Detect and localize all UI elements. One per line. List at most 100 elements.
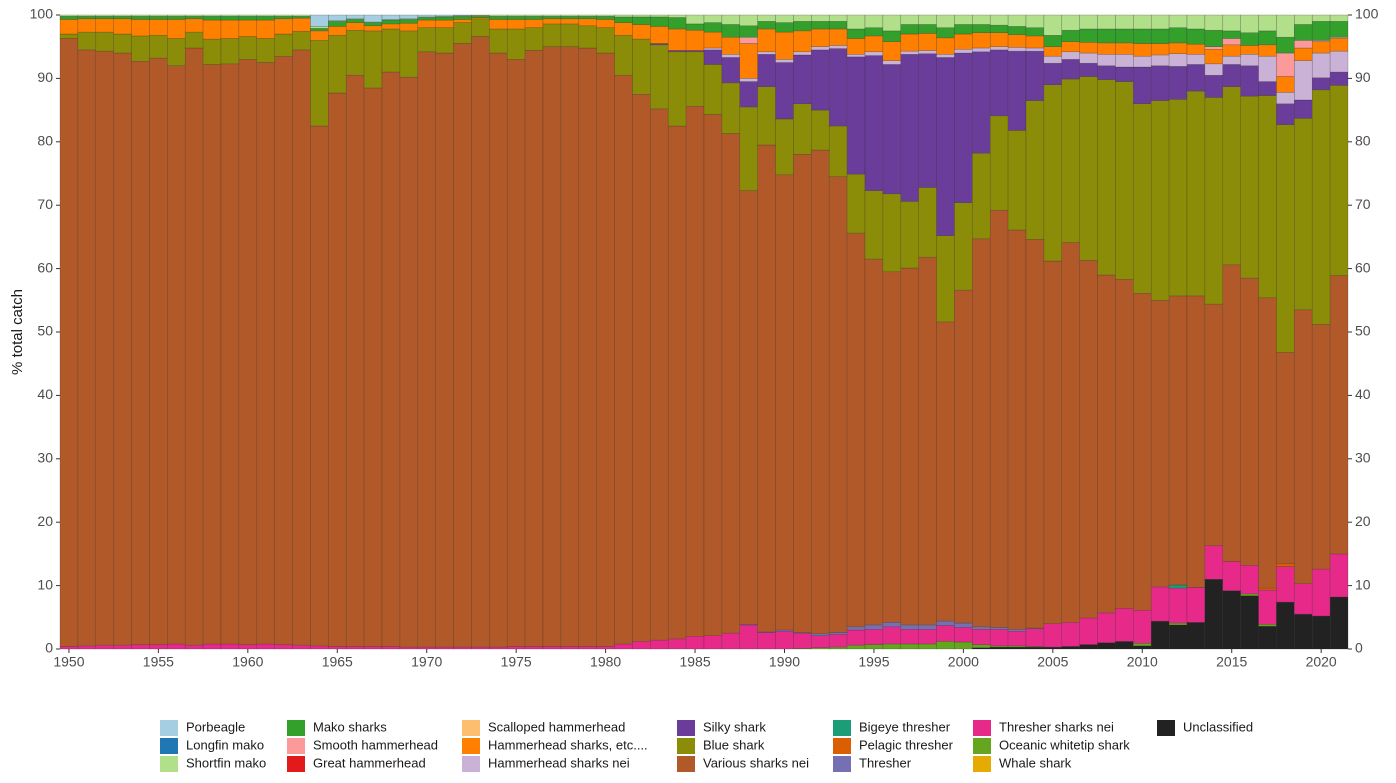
- bar-segment: [1294, 309, 1313, 584]
- bar-segment: [489, 14, 508, 17]
- bar-segment: [882, 622, 902, 628]
- bar-segment: [1061, 29, 1080, 42]
- bar-segment: [1276, 52, 1295, 77]
- bar-segment: [775, 62, 794, 120]
- bar-segment: [936, 54, 955, 58]
- bar-segment: [1186, 54, 1206, 65]
- bar-segment: [113, 33, 132, 54]
- bar-segment: [811, 633, 830, 636]
- bar-segment: [1007, 34, 1027, 48]
- bar-segment: [310, 40, 329, 127]
- bar-segment: [489, 16, 508, 20]
- bar-segment: [95, 14, 114, 17]
- bar-segment: [954, 289, 973, 624]
- bar-segment: [614, 74, 633, 645]
- bar-segment: [1150, 300, 1170, 588]
- bar-segment: [1186, 43, 1206, 55]
- bar-segment: [184, 644, 204, 650]
- bar-segment: [1222, 561, 1241, 591]
- bar-segment: [900, 54, 919, 202]
- bar-segment: [560, 18, 580, 25]
- bar-segment: [757, 86, 776, 146]
- bar-segment: [864, 51, 884, 56]
- bar-segment: [1168, 622, 1188, 626]
- bar-segment: [1222, 44, 1241, 57]
- bar-segment: [650, 16, 669, 27]
- bar-segment: [435, 16, 454, 21]
- bar-segment: [1258, 55, 1277, 82]
- bar-segment: [900, 33, 919, 52]
- bar-segment: [1079, 260, 1098, 619]
- bar-segment: [757, 632, 776, 650]
- bar-segment: [739, 43, 758, 79]
- bar-segment: [1329, 21, 1349, 38]
- bar-segment: [882, 643, 902, 650]
- bar-segment: [328, 35, 347, 94]
- bar-segment: [453, 22, 472, 44]
- x-tick-label: 1965: [322, 654, 353, 670]
- bar-segment: [1097, 14, 1116, 30]
- bar-segment: [703, 47, 723, 51]
- bar-segment: [1276, 566, 1295, 603]
- bar-segment: [1258, 30, 1277, 46]
- bar-segment: [918, 643, 937, 650]
- bar-segment: [1007, 47, 1027, 52]
- x-tick-label: 2015: [1216, 654, 1247, 670]
- bar-segment: [1222, 590, 1241, 650]
- bar-segment: [1061, 622, 1080, 647]
- bar-segment: [846, 644, 866, 650]
- bar-segment: [882, 60, 902, 65]
- bar-segment: [95, 50, 114, 646]
- bar-segment: [1311, 52, 1331, 79]
- bar-segment: [1133, 66, 1152, 105]
- bar-segment: [220, 14, 240, 17]
- bar-segment: [1025, 628, 1045, 647]
- bar-segment: [793, 14, 812, 22]
- bar-segment: [59, 19, 79, 35]
- bar-segment: [238, 36, 258, 60]
- bar-segment: [793, 30, 812, 53]
- x-tick-label: 1960: [232, 654, 263, 670]
- bar-segment: [1097, 79, 1116, 276]
- bar-segment: [1276, 103, 1295, 125]
- bar-segment: [1079, 28, 1098, 43]
- bar-segment: [345, 646, 365, 650]
- bar-segment: [1025, 239, 1045, 629]
- y-tick-label: 30: [37, 450, 53, 466]
- bar-segment: [811, 109, 830, 151]
- bar-segment: [1258, 625, 1277, 650]
- bar-segment: [1007, 26, 1027, 35]
- y2-tick-label: 10: [1355, 576, 1371, 592]
- bar-segment: [954, 622, 973, 628]
- bar-segment: [453, 16, 472, 20]
- bar-segment: [560, 23, 580, 47]
- bar-segment: [1240, 14, 1259, 34]
- bar-segment: [703, 64, 723, 115]
- bar-segment: [149, 35, 168, 59]
- legend-label: Whale shark: [999, 755, 1072, 770]
- bar-segment: [256, 16, 275, 21]
- bar-segment: [685, 636, 705, 650]
- bar-segment: [202, 16, 222, 21]
- legend-label: Shortfin mako: [186, 755, 266, 770]
- bar-segment: [59, 14, 79, 17]
- bar-segment: [1133, 645, 1152, 650]
- bar-segment: [900, 624, 919, 630]
- bar-segment: [846, 14, 866, 30]
- bar-segment: [1061, 78, 1080, 243]
- bar-segment: [632, 94, 651, 642]
- bar-segment: [1168, 99, 1188, 297]
- bar-segment: [1258, 14, 1277, 32]
- bar-segment: [435, 14, 454, 17]
- bar-segment: [1133, 103, 1152, 294]
- legend-swatch: [973, 756, 991, 772]
- bar-segment: [811, 46, 830, 51]
- bar-segment: [900, 643, 919, 650]
- y-tick-label: 0: [45, 640, 53, 656]
- bar-segment: [1204, 48, 1224, 65]
- bar-segment: [113, 16, 132, 20]
- bar-segment: [77, 31, 97, 51]
- bar-segment: [1204, 14, 1224, 31]
- bar-segment: [1150, 54, 1170, 66]
- bar-segment: [202, 643, 222, 650]
